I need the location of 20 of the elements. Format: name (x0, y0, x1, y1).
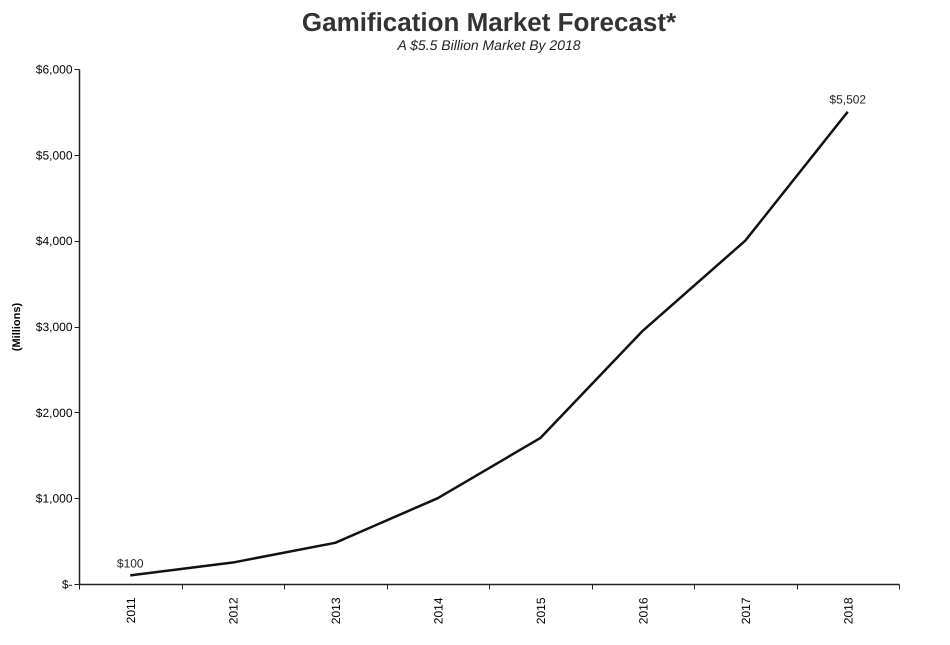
x-tick-label: 2013 (328, 597, 343, 624)
y-tick-label: $6,000 (36, 62, 73, 76)
y-tick-label: $5,000 (36, 148, 73, 162)
chart-subtitle: A $5.5 Billion Market By 2018 (396, 37, 581, 53)
x-tick-label: 2012 (226, 597, 240, 624)
x-tick-label: 2011 (124, 597, 138, 624)
y-tick-label: $4,000 (36, 234, 73, 248)
chart-title: Gamification Market Forecast* (302, 7, 677, 37)
x-tick-label: 2017 (738, 597, 753, 624)
data-label: $5,502 (829, 92, 866, 107)
x-tick-label: 2014 (431, 597, 446, 624)
y-tick-label: $1,000 (36, 492, 73, 506)
data-label: $100 (116, 556, 144, 570)
y-tick-label: $3,000 (36, 320, 73, 334)
x-tick-label: 2018 (841, 597, 856, 624)
x-tick-label: 2016 (636, 597, 650, 624)
y-tick-label: $- (62, 578, 72, 592)
y-axis-title: (Millions) (10, 302, 23, 352)
y-tick-label: $2,000 (36, 406, 73, 420)
x-tick-label: 2015 (534, 597, 548, 624)
